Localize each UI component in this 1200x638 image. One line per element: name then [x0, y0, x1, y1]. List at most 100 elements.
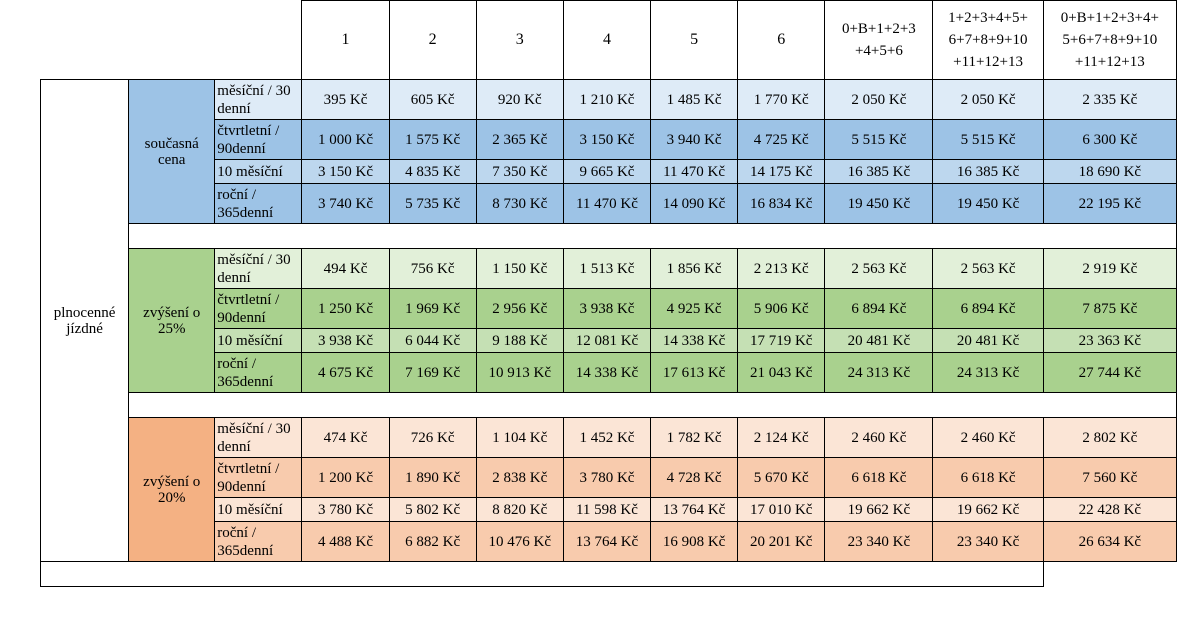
table-row: roční / 365denní 4 488 Kč 6 882 Kč 10 47…	[41, 521, 1178, 562]
price-cell: 16 908 Kč	[650, 521, 739, 562]
price-cell: 756 Kč	[388, 248, 477, 289]
price-cell: 2 838 Kč	[475, 457, 564, 498]
price-cell: 1 770 Kč	[737, 79, 826, 120]
price-cell: 2 124 Kč	[737, 417, 826, 458]
table-row: čtvrtletní / 90denní 1 250 Kč 1 969 Kč 2…	[41, 288, 1178, 329]
price-cell: 1 104 Kč	[475, 417, 564, 458]
price-cell: 6 618 Kč	[824, 457, 934, 498]
group-label: zvýšení o 20%	[128, 417, 216, 562]
price-cell: 5 735 Kč	[388, 183, 477, 224]
price-cell: 3 938 Kč	[301, 328, 390, 353]
period-label: čtvrtletní / 90denní	[214, 119, 303, 160]
price-cell: 2 563 Kč	[824, 248, 934, 289]
price-cell: 4 675 Kč	[301, 352, 390, 393]
price-cell: 12 081 Kč	[562, 328, 652, 353]
price-cell: 23 340 Kč	[824, 521, 934, 562]
price-cell: 5 802 Kč	[388, 497, 477, 522]
zone-header: 1+2+3+4+5+ 6+7+8+9+10 +11+12+13	[932, 0, 1044, 80]
price-cell: 8 820 Kč	[475, 497, 564, 522]
period-label: čtvrtletní / 90denní	[214, 457, 303, 498]
period-label: měsíční / 30 denní	[214, 79, 303, 120]
price-cell: 2 460 Kč	[932, 417, 1044, 458]
price-cell: 23 363 Kč	[1042, 328, 1178, 353]
separator	[128, 223, 1177, 249]
price-cell: 1 452 Kč	[562, 417, 652, 458]
period-label: roční / 365denní	[214, 183, 303, 224]
price-cell: 1 250 Kč	[301, 288, 390, 329]
price-cell: 19 662 Kč	[932, 497, 1044, 522]
price-cell: 7 875 Kč	[1042, 288, 1178, 329]
price-cell: 2 213 Kč	[737, 248, 826, 289]
price-cell: 11 470 Kč	[562, 183, 652, 224]
price-cell: 9 188 Kč	[475, 328, 564, 353]
price-cell: 26 634 Kč	[1042, 521, 1178, 562]
price-cell: 22 428 Kč	[1042, 497, 1178, 522]
price-cell: 2 460 Kč	[824, 417, 934, 458]
price-cell: 27 744 Kč	[1042, 352, 1178, 393]
price-cell: 7 560 Kč	[1042, 457, 1178, 498]
price-cell: 17 010 Kč	[737, 497, 826, 522]
price-cell: 16 834 Kč	[737, 183, 826, 224]
group-label: současná cena	[128, 79, 216, 224]
price-cell: 6 044 Kč	[388, 328, 477, 353]
table-row: roční / 365denní 3 740 Kč 5 735 Kč 8 730…	[41, 183, 1178, 224]
price-cell: 4 488 Kč	[301, 521, 390, 562]
price-cell: 6 618 Kč	[932, 457, 1044, 498]
separator-row	[41, 392, 1177, 418]
table-row: zvýšení o 20% měsíční / 30 denní 474 Kč …	[41, 417, 1178, 562]
price-cell: 8 730 Kč	[475, 183, 564, 224]
zone-header: 0+B+1+2+3+4+ 5+6+7+8+9+10 +11+12+13	[1042, 0, 1178, 80]
price-cell: 4 728 Kč	[650, 457, 739, 498]
price-cell: 13 764 Kč	[650, 497, 739, 522]
separator	[128, 392, 1177, 418]
price-cell: 2 365 Kč	[475, 119, 564, 160]
table-row: 10 měsíční 3 150 Kč 4 835 Kč 7 350 Kč 9 …	[41, 159, 1178, 184]
table-row: roční / 365denní 4 675 Kč 7 169 Kč 10 91…	[41, 352, 1178, 393]
price-cell: 6 882 Kč	[388, 521, 477, 562]
price-cell: 4 725 Kč	[737, 119, 826, 160]
price-cell: 17 613 Kč	[650, 352, 739, 393]
table-row: čtvrtletní / 90denní 1 200 Kč 1 890 Kč 2…	[41, 457, 1178, 498]
price-cell: 16 385 Kč	[824, 159, 934, 184]
price-cell: 4 925 Kč	[650, 288, 739, 329]
price-cell: 1 969 Kč	[388, 288, 477, 329]
price-cell: 1 485 Kč	[650, 79, 739, 120]
price-cell: 4 835 Kč	[388, 159, 477, 184]
price-cell: 3 780 Kč	[301, 497, 390, 522]
separator-row	[40, 561, 1177, 587]
price-cell: 1 210 Kč	[562, 79, 652, 120]
price-cell: 16 385 Kč	[932, 159, 1044, 184]
period-label: měsíční / 30 denní	[214, 248, 303, 289]
price-cell: 494 Kč	[301, 248, 390, 289]
fare-table: 1 2 3 4 5 6 0+B+1+2+3 +4+5+6 1+2+3+4+5+ …	[39, 0, 1178, 587]
price-cell: 1 782 Kč	[650, 417, 739, 458]
price-cell: 726 Kč	[388, 417, 477, 458]
price-cell: 1 200 Kč	[301, 457, 390, 498]
price-cell: 5 515 Kč	[824, 119, 934, 160]
table-row: plnocenné jízdné současná cena měsíční /…	[39, 79, 1178, 562]
price-cell: 3 740 Kč	[301, 183, 390, 224]
price-cell: 3 780 Kč	[562, 457, 652, 498]
price-cell: 2 802 Kč	[1042, 417, 1178, 458]
price-cell: 14 090 Kč	[650, 183, 739, 224]
price-cell: 19 450 Kč	[824, 183, 934, 224]
zone-header: 2	[388, 0, 477, 80]
zone-header: 0+B+1+2+3 +4+5+6	[824, 0, 934, 80]
price-cell: 3 150 Kč	[562, 119, 652, 160]
zone-header: 1	[301, 0, 390, 80]
price-cell: 3 938 Kč	[562, 288, 652, 329]
price-cell: 14 338 Kč	[650, 328, 739, 353]
zone-header: 3	[475, 0, 564, 80]
price-cell: 20 201 Kč	[737, 521, 826, 562]
price-cell: 5 670 Kč	[737, 457, 826, 498]
price-cell: 7 350 Kč	[475, 159, 564, 184]
price-cell: 14 338 Kč	[562, 352, 652, 393]
price-cell: 2 050 Kč	[932, 79, 1044, 120]
period-label: 10 měsíční	[214, 497, 303, 522]
price-cell: 395 Kč	[301, 79, 390, 120]
zone-header: 4	[562, 0, 652, 80]
price-cell: 11 598 Kč	[562, 497, 652, 522]
price-cell: 1 150 Kč	[475, 248, 564, 289]
price-cell: 7 169 Kč	[388, 352, 477, 393]
group-label: zvýšení o 25%	[128, 248, 216, 393]
